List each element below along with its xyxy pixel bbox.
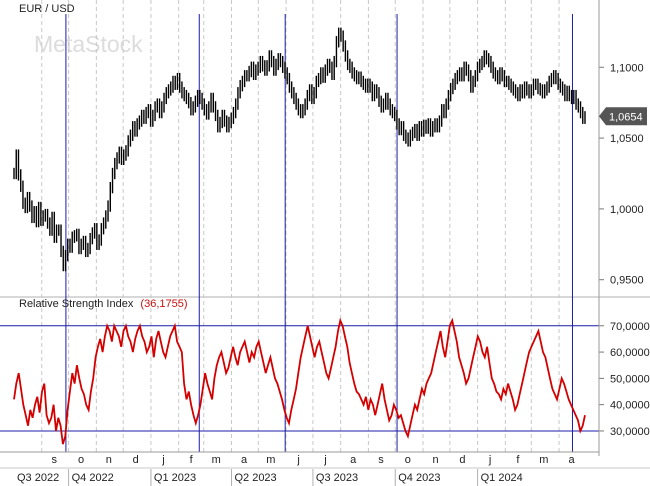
quarter-label: Q4 2022 [72, 472, 114, 484]
quarter-label: Q2 2023 [234, 472, 276, 484]
x-tick-label: a [569, 454, 576, 466]
price-y-tick-label: 1,0500 [610, 133, 644, 145]
x-tick-label: j [161, 454, 164, 466]
rsi-y-tick-label: 40,0000 [610, 400, 650, 412]
x-tick-label: j [488, 454, 491, 466]
quarter-label: Q3 2022 [17, 472, 59, 484]
x-tick-label: m [266, 454, 275, 466]
x-tick-label: m [212, 454, 221, 466]
x-tick-label: n [432, 454, 438, 466]
price-y-tick-label: 1,0000 [610, 204, 644, 216]
x-tick-label: s [378, 454, 384, 466]
rsi-y-tick-label: 70,0000 [610, 321, 650, 333]
rsi-title-value: (36,1755) [140, 298, 187, 310]
price-title: EUR / USD [19, 3, 75, 15]
price-y-tick-label: 1,1000 [610, 62, 644, 74]
last-value-label: 1,0654 [609, 111, 643, 123]
last-value-badge: 1,0654 [599, 107, 647, 126]
quarter-label: Q1 2023 [154, 472, 196, 484]
quarter-label: Q3 2023 [316, 472, 358, 484]
x-tick-label: d [459, 454, 465, 466]
rsi-title-group: Relative Strength Index (36,1755) [19, 298, 188, 310]
rsi-series-line [13, 317, 586, 445]
x-tick-label: m [539, 454, 548, 466]
rsi-title: Relative Strength Index [19, 298, 134, 310]
x-tick-label: f [516, 454, 520, 466]
x-tick-label: j [296, 454, 299, 466]
x-tick-label: j [323, 454, 326, 466]
rsi-y-tick-label: 30,0000 [610, 426, 650, 438]
quarter-label: Q4 2023 [398, 472, 440, 484]
rsi-y-tick-label: 50,0000 [610, 373, 650, 385]
x-tick-label: a [350, 454, 357, 466]
rsi-y-tick-label: 60,0000 [610, 347, 650, 359]
quarter-label: Q1 2024 [481, 472, 523, 484]
x-tick-label: n [106, 454, 112, 466]
x-tick-label: o [78, 454, 84, 466]
watermark-logo: MetaStock [34, 31, 143, 57]
x-tick-label: f [190, 454, 194, 466]
x-tick-label: o [405, 454, 411, 466]
x-tick-label: a [241, 454, 248, 466]
price-y-tick-label: 0,9500 [610, 275, 644, 287]
pane-separator [0, 296, 650, 298]
x-tick-label: s [52, 454, 58, 466]
x-tick-label: d [133, 454, 139, 466]
